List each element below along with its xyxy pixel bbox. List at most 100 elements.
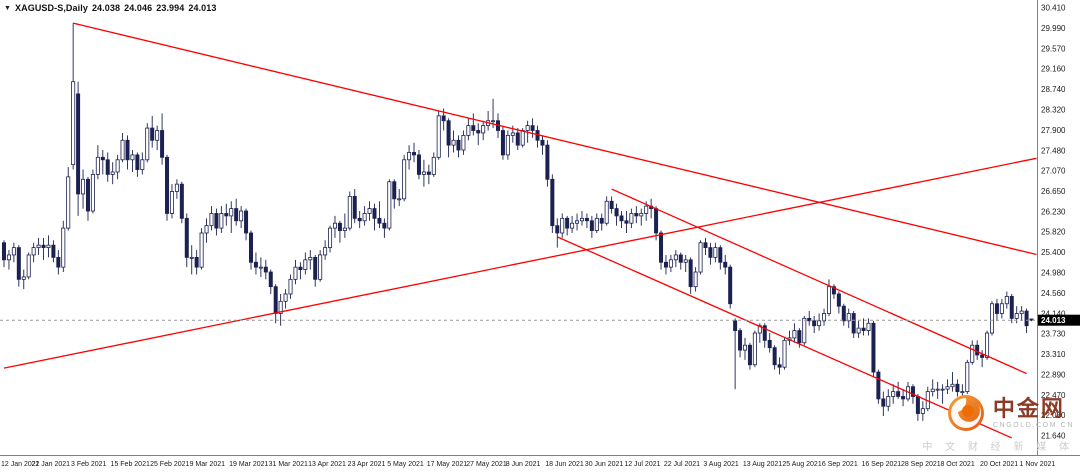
candle <box>150 115 155 148</box>
candle <box>649 198 654 219</box>
candle <box>130 150 135 172</box>
chart-header: ▼ XAGUSD-S,Daily 24.038 24.046 23.994 24… <box>4 3 217 13</box>
candle <box>540 135 545 155</box>
candle <box>263 259 268 280</box>
candle <box>387 179 392 231</box>
candle <box>743 337 748 360</box>
candle <box>337 220 342 243</box>
trendline-descending-resistance[interactable] <box>73 22 1037 256</box>
candle <box>659 230 664 270</box>
candle <box>802 315 807 346</box>
candle <box>1009 293 1014 324</box>
candle <box>268 269 273 294</box>
candle <box>718 245 723 270</box>
y-axis-label: 22.470 <box>1041 391 1066 400</box>
candle <box>160 113 165 165</box>
candle <box>36 237 41 255</box>
y-axis-label: 24.140 <box>1041 309 1066 318</box>
candle <box>589 215 594 238</box>
candle <box>1014 306 1019 324</box>
candle <box>76 81 81 216</box>
candle <box>634 206 639 224</box>
x-axis-label: 13 Aug 2021 <box>743 461 782 468</box>
candle <box>412 142 417 163</box>
candle <box>204 218 209 243</box>
trendline-channel-lower[interactable] <box>557 236 1013 439</box>
candle <box>994 298 999 321</box>
candle <box>555 218 560 248</box>
x-axis-label: 12 Jul 2021 <box>624 461 660 468</box>
candle <box>565 215 570 236</box>
ohlc-low: 23.994 <box>156 3 185 13</box>
candle <box>66 167 71 231</box>
candle <box>886 389 891 412</box>
candle <box>579 211 584 226</box>
x-axis-label: 15 Feb 2021 <box>111 461 150 468</box>
candle <box>940 384 945 404</box>
x-axis-label: 19 Mar 2021 <box>229 461 268 468</box>
candle <box>342 213 347 238</box>
candle <box>560 213 565 238</box>
y-axis-label: 27.070 <box>1041 167 1066 176</box>
candle <box>392 179 397 209</box>
candle <box>41 237 46 260</box>
candle <box>777 357 782 375</box>
candle <box>752 330 757 368</box>
candle <box>377 201 382 229</box>
candle <box>184 213 189 268</box>
y-axis-label: 26.650 <box>1041 187 1066 196</box>
candle <box>71 23 76 170</box>
candle <box>970 340 975 365</box>
candle <box>609 196 614 214</box>
y-axis-label: 22.060 <box>1041 411 1066 420</box>
candle <box>787 330 792 346</box>
x-axis-label: 9 Mar 2021 <box>190 461 226 468</box>
x-axis-label: 6 Sep 2021 <box>822 461 858 468</box>
candle <box>876 369 881 404</box>
candle <box>846 308 851 329</box>
candle <box>930 379 935 397</box>
candle <box>298 262 303 280</box>
candle <box>273 284 278 324</box>
candle <box>594 213 599 233</box>
candle <box>288 274 293 299</box>
candle <box>871 320 876 377</box>
candle <box>165 154 170 221</box>
candle <box>1019 306 1024 321</box>
x-axis-label: 17 May 2021 <box>427 461 468 468</box>
candle <box>115 154 120 180</box>
watermark-domain: CNGOLD.COM.CN <box>992 421 1074 429</box>
trendline-ascending-support[interactable] <box>3 157 1037 369</box>
y-axis-label: 23.730 <box>1041 330 1066 339</box>
candle <box>303 252 308 275</box>
candle <box>831 284 836 299</box>
candle <box>619 211 624 229</box>
candle <box>120 132 125 163</box>
candle <box>11 242 16 263</box>
candle <box>575 213 580 231</box>
candle <box>817 313 822 331</box>
x-axis-label: 5 May 2021 <box>387 461 424 468</box>
candle <box>26 252 31 280</box>
candle <box>550 174 555 233</box>
candle <box>56 250 61 275</box>
candle <box>446 118 451 158</box>
x-axis-label: 23 Apr 2021 <box>348 461 386 468</box>
candle <box>209 206 214 231</box>
candle <box>866 318 871 336</box>
candle <box>313 254 318 287</box>
candle <box>234 198 239 226</box>
candle <box>663 254 668 275</box>
candle <box>945 379 950 395</box>
x-axis-label: 13 Apr 2021 <box>308 461 346 468</box>
candle <box>990 301 995 336</box>
trendline-channel-upper[interactable] <box>611 188 1027 375</box>
candle <box>308 250 313 270</box>
y-axis-label: 28.320 <box>1041 105 1066 114</box>
candle <box>219 206 224 233</box>
candle <box>416 150 421 180</box>
candle <box>155 125 160 151</box>
x-axis-label: 3 Aug 2021 <box>703 461 739 468</box>
candle <box>614 203 619 226</box>
